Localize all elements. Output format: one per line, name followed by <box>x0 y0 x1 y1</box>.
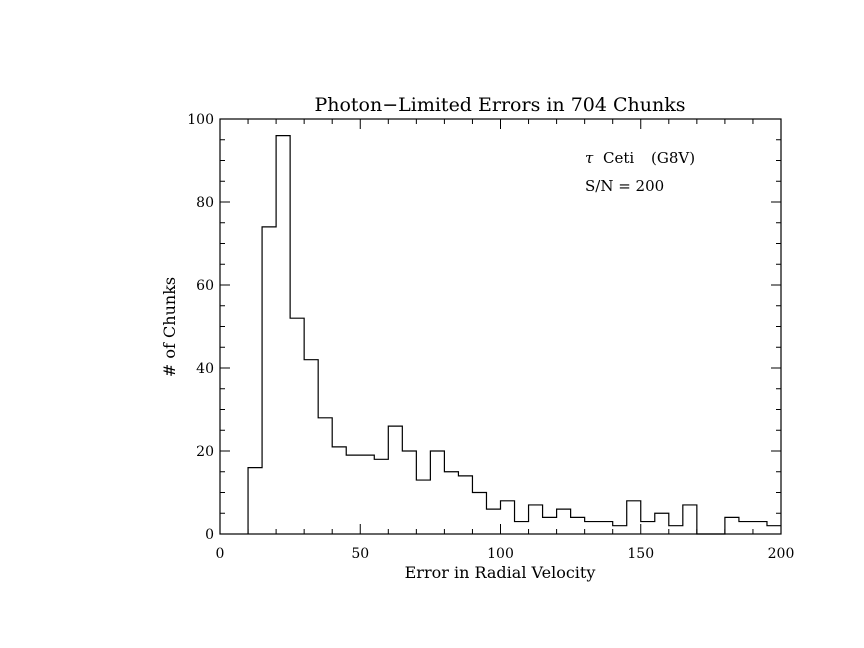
histogram-bin <box>571 517 585 534</box>
y-tick-label: 100 <box>187 112 214 128</box>
histogram-bin <box>262 227 276 534</box>
histogram-bin <box>641 522 655 534</box>
histogram-bin <box>430 451 444 534</box>
histogram-bin <box>290 318 304 534</box>
histogram-bin <box>585 522 599 534</box>
histogram-bin <box>655 513 669 534</box>
histogram-bin <box>472 493 486 535</box>
annotation-star: τ Ceti (G8V) <box>585 149 695 167</box>
histogram-bin <box>304 360 318 534</box>
histogram-bin <box>515 522 529 534</box>
x-tick-label: 50 <box>351 546 369 562</box>
histogram-bin <box>529 505 543 534</box>
histogram-bin <box>402 451 416 534</box>
histogram-bin <box>739 522 753 534</box>
histogram-bin <box>725 517 739 534</box>
histogram-bin <box>416 480 430 534</box>
histogram-bin <box>486 509 500 534</box>
y-tick-label: 40 <box>196 361 214 377</box>
histogram-bin <box>627 501 641 534</box>
axis-tick-labels: 0 50 100 150 200 0 20 40 60 80 100 <box>187 112 794 562</box>
histogram-bin <box>683 505 697 534</box>
histogram-bin <box>360 455 374 534</box>
histogram-bin <box>458 476 472 534</box>
x-tick-label: 0 <box>216 546 225 562</box>
y-tick-label: 80 <box>196 195 214 211</box>
x-tick-label: 100 <box>487 546 514 562</box>
histogram-bins <box>248 136 781 534</box>
histogram-bin <box>276 136 290 534</box>
histogram-bin <box>248 468 262 534</box>
y-tick-label: 60 <box>196 278 214 294</box>
histogram-outline <box>247 135 781 535</box>
y-tick-label: 20 <box>196 444 214 460</box>
y-tick-label: 0 <box>205 527 214 543</box>
histogram-bin <box>332 447 346 534</box>
histogram-bin <box>444 472 458 534</box>
histogram-bin <box>557 509 571 534</box>
histogram-bin <box>753 522 767 534</box>
histogram-bin <box>599 522 613 534</box>
annotation-snr: S/N = 200 <box>585 177 664 195</box>
x-tick-label: 200 <box>768 546 795 562</box>
chart-title: Photon−Limited Errors in 704 Chunks <box>314 94 685 116</box>
histogram-bin <box>388 426 402 534</box>
histogram-bin <box>543 517 557 534</box>
x-axis-label: Error in Radial Velocity <box>405 563 596 582</box>
histogram-bin <box>767 526 781 534</box>
histogram-bin <box>669 526 683 534</box>
annotation-star-name: Ceti <box>603 149 634 167</box>
histogram-bin <box>374 459 388 534</box>
x-tick-label: 150 <box>627 546 654 562</box>
annotation-star-symbol: τ <box>585 149 594 167</box>
histogram-bin <box>501 501 515 534</box>
annotation-spectral-type: (G8V) <box>651 149 695 167</box>
histogram-bin <box>318 418 332 534</box>
histogram-bin <box>346 455 360 534</box>
y-axis-label: # of Chunks <box>160 277 179 377</box>
histogram-bin <box>613 526 627 534</box>
